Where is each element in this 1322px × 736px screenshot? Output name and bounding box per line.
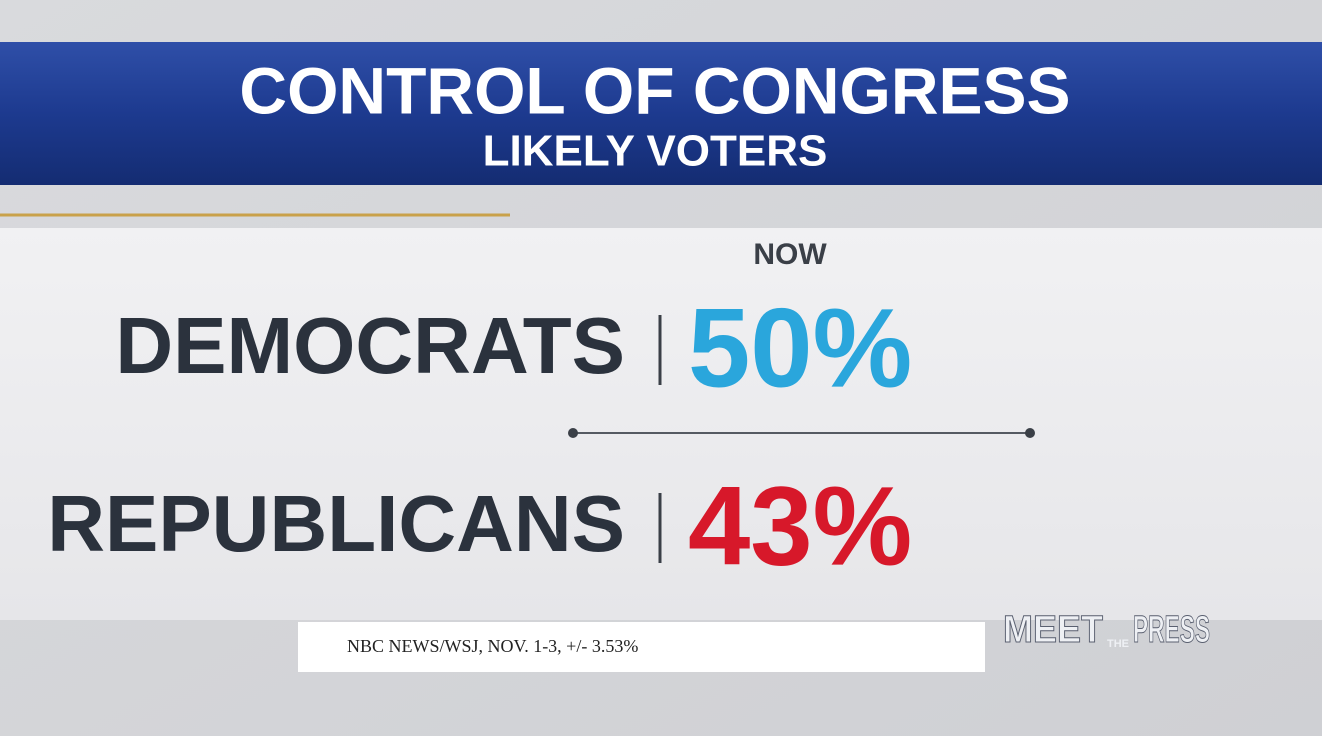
logo-text: PRESS <box>1133 609 1210 651</box>
title-band <box>0 42 1322 185</box>
logo: MEET THE PRESS <box>1003 609 1211 652</box>
logo-text: THE <box>1107 638 1129 650</box>
title: CONTROL OF CONGRESS <box>239 53 1070 127</box>
source: NBC NEWS/WSJ, NOV. 1-3, +/- 3.53% <box>347 636 638 656</box>
row-label: REPUBLICANS <box>47 479 625 568</box>
logo-text: MEET <box>1003 609 1103 651</box>
separator-dot <box>568 428 578 438</box>
column-header: NOW <box>753 238 827 271</box>
row-value: 43% <box>688 464 912 589</box>
row-label: DEMOCRATS <box>115 301 625 390</box>
subtitle: LIKELY VOTERS <box>483 127 828 176</box>
source-box <box>298 622 985 672</box>
row-value: 50% <box>688 286 912 411</box>
separator-dot <box>1025 428 1035 438</box>
